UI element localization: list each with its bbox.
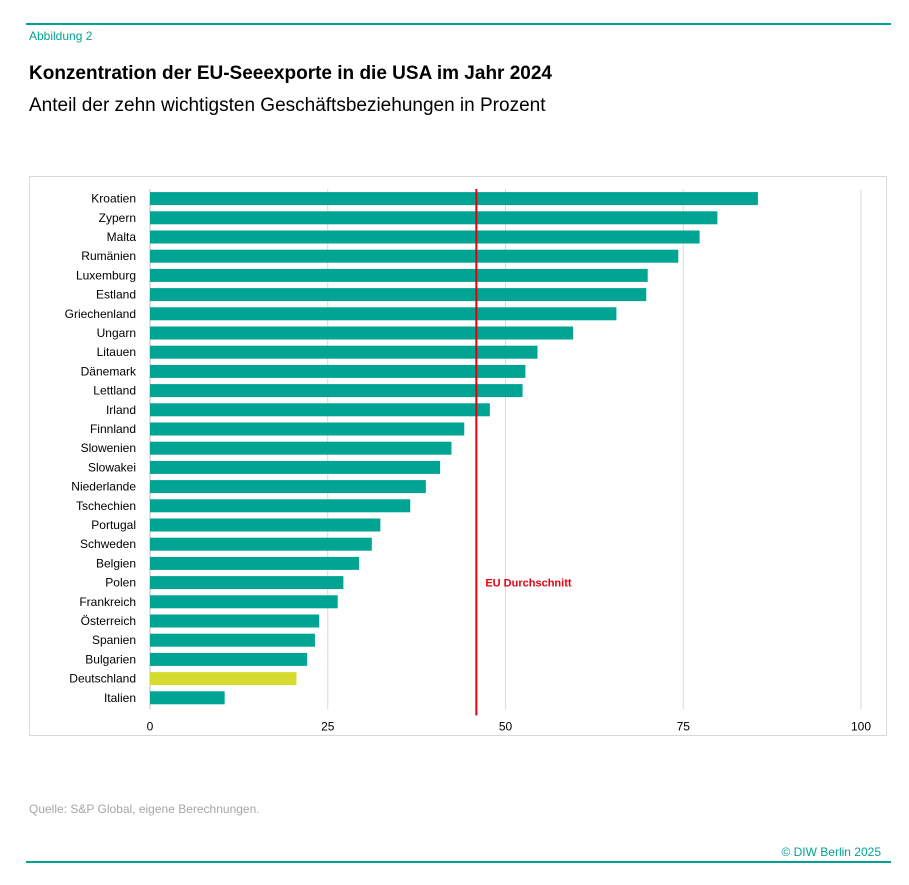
bar-kroatien [150,192,758,206]
category-label: Deutschland [69,672,136,686]
x-tick-label: 0 [147,719,154,733]
category-label: Luxemburg [76,268,136,282]
bar-lettland [150,384,523,398]
x-tick-label: 75 [677,719,691,733]
chart-title: Konzentration der EU-Seeexporte in die U… [29,63,552,84]
category-label: Italien [104,691,136,705]
bar-spanien [150,633,315,647]
category-label: Malta [107,230,137,244]
category-label: Dänemark [81,364,137,378]
category-label: Estland [96,288,136,302]
category-label: Irland [106,403,136,417]
category-label: Portugal [91,518,136,532]
category-label: Finnland [90,422,136,436]
category-label: Lettland [93,384,136,398]
top-rule [26,23,891,25]
bar-finnland [150,422,465,436]
bar-italien [150,691,225,705]
bar-polen [150,576,344,590]
chart-subtitle: Anteil der zehn wichtigsten Geschäftsbez… [29,95,546,116]
category-label: Ungarn [97,326,136,340]
category-label: Zypern [99,211,136,225]
source-note: Quelle: S&P Global, eigene Berechnungen. [29,802,260,816]
category-label: Polen [105,576,136,590]
bar-rumänien [150,249,679,263]
category-label: Niederlande [71,480,136,494]
bar-tschechien [150,499,411,513]
category-label: Schweden [80,537,136,551]
x-tick-label: 100 [851,719,871,733]
bar-chart: 0 25 50 75 100 Kroatien Zypern Malta Rumänien Lux… [65,189,871,733]
bar-österreich [150,614,320,628]
category-label: Slowakei [88,460,136,474]
category-label: Rumänien [81,249,136,263]
bar-luxemburg [150,268,648,282]
bar-portugal [150,518,381,532]
category-label: Belgien [96,556,136,570]
bar-niederlande [150,480,426,494]
category-label: Bulgarien [85,652,136,666]
bar-belgien [150,556,360,570]
category-label: Griechenland [65,307,136,321]
chart-frame: 0 25 50 75 100 Kroatien Zypern Malta Rumänien Lux… [29,176,887,736]
bar-bulgarien [150,652,308,666]
figure-label: Abbildung 2 [29,29,93,43]
bar-schweden [150,537,372,551]
bar-slowakei [150,460,441,474]
category-label: Kroatien [91,192,136,206]
bottom-rule [26,861,891,863]
bar-litauen [150,345,538,359]
bar-malta [150,230,700,244]
copyright: © DIW Berlin 2025 [781,845,881,859]
bar-irland [150,403,490,417]
category-label: Österreich [81,614,136,628]
x-tick-label: 50 [499,719,513,733]
category-label: Slowenien [81,441,136,455]
x-tick-label: 25 [321,719,335,733]
category-label: Litauen [97,345,136,359]
eu-average-label: EU Durchschnitt [485,578,572,590]
bar-zypern [150,211,718,225]
category-label: Frankreich [79,595,136,609]
bar-ungarn [150,326,574,340]
bar-griechenland [150,307,617,321]
bar-slowenien [150,441,452,455]
category-label: Spanien [92,633,136,647]
bar-dänemark [150,364,526,378]
category-label: Tschechien [76,499,136,513]
bar-deutschland [150,672,297,686]
bar-frankreich [150,595,338,609]
bar-estland [150,288,647,302]
